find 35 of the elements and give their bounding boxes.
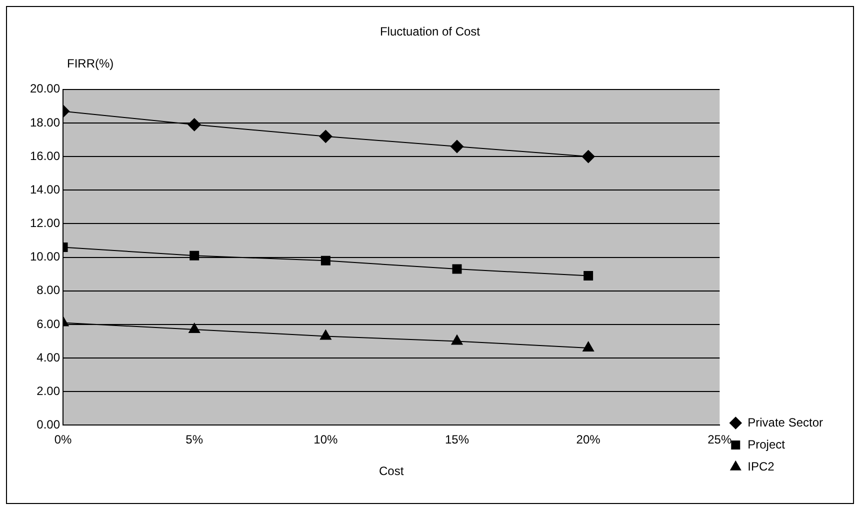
x-tick-label: 15% <box>444 432 470 447</box>
y-tick-label: 6.00 <box>36 316 60 331</box>
y-tick-label: 2.00 <box>36 384 60 398</box>
y-tick-label: 18.00 <box>30 115 60 130</box>
point <box>320 330 332 340</box>
x-axis-title: Cost <box>378 464 404 478</box>
point <box>452 264 462 274</box>
x-tick-label: 0% <box>54 432 72 447</box>
x-tick-label: 25% <box>708 432 732 447</box>
legend-label: Private Sector <box>748 415 824 430</box>
legend-label: Project <box>748 437 786 452</box>
point <box>582 150 595 164</box>
point <box>190 250 200 260</box>
y-tick-label: 14.00 <box>30 182 60 196</box>
y-tick-label: 16.00 <box>30 148 60 163</box>
point <box>582 341 594 352</box>
y-tick-label: 10.00 <box>30 250 60 264</box>
y-tick-label: 4.00 <box>36 350 60 364</box>
y-tick-label: 0.00 <box>36 418 60 432</box>
point <box>320 256 330 266</box>
chart-title: Fluctuation of Cost <box>380 24 481 39</box>
x-tick-label: 5% <box>186 432 204 447</box>
point <box>450 140 464 153</box>
point <box>319 130 332 143</box>
y-axis-title: FIRR(%) <box>67 56 114 70</box>
x-tick-label: 20% <box>576 432 601 447</box>
point <box>451 334 463 345</box>
y-tick-label: 12.00 <box>30 216 60 230</box>
point <box>188 118 201 132</box>
y-tick-label: 8.00 <box>36 283 60 298</box>
y-tick-label: 20.00 <box>30 82 60 96</box>
point <box>584 271 594 281</box>
point <box>188 322 200 333</box>
x-tick-label: 10% <box>314 432 338 447</box>
legend-label: IPC2 <box>748 459 775 474</box>
